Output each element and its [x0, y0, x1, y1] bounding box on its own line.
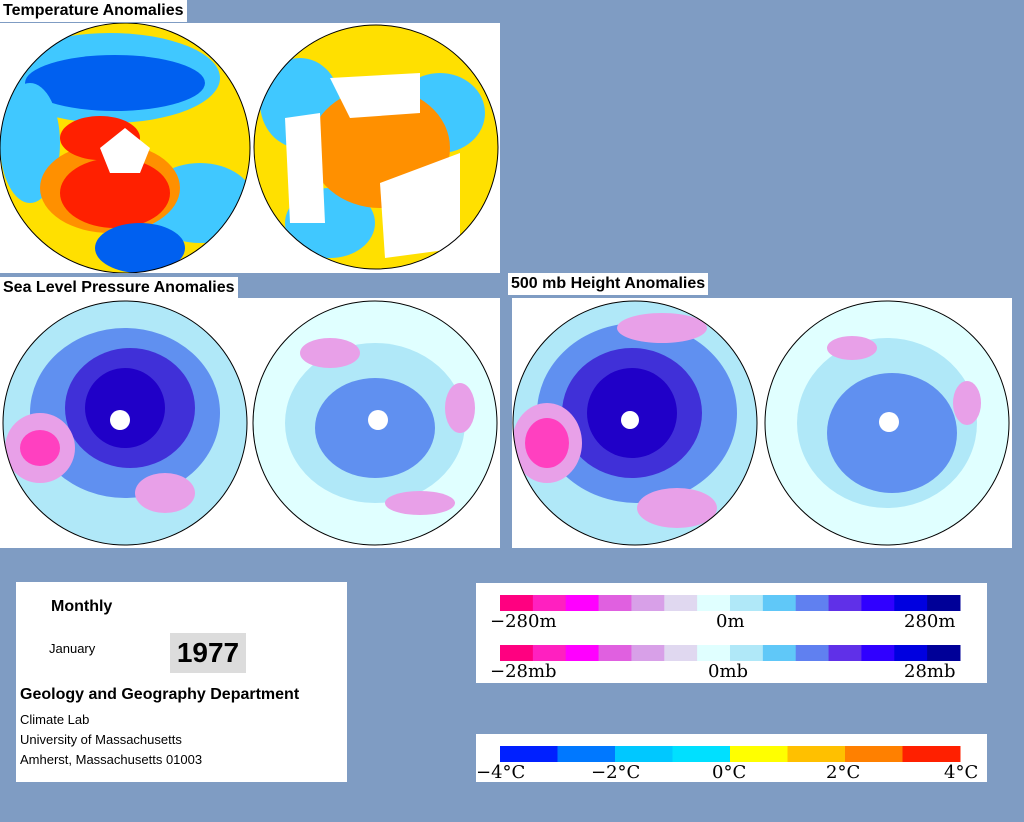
height500-north-hemisphere-map — [513, 301, 757, 545]
pressure-colorbar-swatch-13 — [927, 645, 961, 661]
height500-maps-panel — [512, 298, 1012, 548]
temperature-legend: −4°C −2°C 0°C 2°C 4°C — [476, 734, 987, 783]
temperature-colorbar-swatch-4 — [730, 746, 788, 762]
info-box: Monthly January 1977 Geology and Geograp… — [16, 582, 347, 782]
pressure-colorbar-swatch-8 — [762, 645, 797, 661]
temperature-north-hemisphere-map — [0, 23, 250, 273]
period-type-label: Monthly — [51, 598, 113, 615]
address-line-2: University of Massachusetts — [20, 732, 182, 747]
height-colorbar-swatch-9 — [795, 595, 830, 611]
height-colorbar-swatch-8 — [762, 595, 797, 611]
temp-legend-label-4: 4°C — [944, 762, 978, 782]
slp-north-hemisphere-map — [3, 301, 247, 545]
year-label: 1977 — [170, 633, 246, 673]
height-colorbar-swatch-6 — [697, 595, 731, 611]
height-colorbar-swatch-4 — [631, 595, 665, 611]
height500-south-hemisphere-map — [765, 301, 1009, 545]
pressure-colorbar-swatch-2 — [565, 645, 600, 661]
temperature-colorbar-swatch-5 — [787, 746, 846, 762]
temperature-legend-svg: −4°C −2°C 0°C 2°C 4°C — [476, 746, 978, 783]
temperature-south-hemisphere-map — [254, 25, 498, 269]
slp-maps-svg — [2, 300, 498, 546]
month-label: January — [49, 641, 96, 656]
height-legend-max: 280m — [904, 611, 955, 632]
height-pressure-legend-svg: −280m 0m 280m −28mb 0mb 28mb — [490, 595, 961, 682]
pressure-colorbar-swatch-4 — [631, 645, 665, 661]
temperature-anomalies-title: Temperature Anomalies — [0, 0, 187, 22]
pressure-colorbar-swatch-6 — [697, 645, 731, 661]
height-legend-zero: 0m — [716, 611, 745, 632]
slp-south-hemisphere-map — [253, 301, 497, 545]
pressure-legend-zero: 0mb — [708, 661, 748, 682]
height-colorbar-swatch-7 — [730, 595, 764, 611]
height-colorbar-swatch-0 — [500, 595, 534, 611]
temp-legend-label-3: 2°C — [826, 762, 860, 782]
address-line-1: Climate Lab — [20, 712, 90, 727]
temp-legend-label-1: −2°C — [591, 762, 640, 782]
pressure-legend-max: 28mb — [904, 661, 956, 682]
temperature-colorbar-swatch-6 — [845, 746, 903, 762]
pressure-colorbar-swatch-9 — [795, 645, 830, 661]
height-colorbar — [500, 595, 961, 611]
height-colorbar-swatch-10 — [828, 595, 862, 611]
temp-legend-label-0: −4°C — [476, 762, 525, 782]
slp-anomalies-title: Sea Level Pressure Anomalies — [0, 277, 238, 299]
height-colorbar-swatch-1 — [532, 595, 567, 611]
pressure-colorbar — [500, 645, 961, 661]
pressure-colorbar-swatch-7 — [730, 645, 764, 661]
temperature-colorbar-swatch-3 — [672, 746, 731, 762]
temperature-maps-svg — [0, 23, 499, 273]
height-colorbar-swatch-13 — [927, 595, 961, 611]
address-line-3: Amherst, Massachusetts 01003 — [20, 752, 203, 767]
height-colorbar-swatch-12 — [894, 595, 928, 611]
temperature-colorbar-swatch-2 — [615, 746, 673, 762]
height-legend-min: −280m — [490, 611, 557, 632]
temperature-colorbar-swatch-1 — [557, 746, 616, 762]
pressure-colorbar-swatch-0 — [500, 645, 534, 661]
pressure-colorbar-swatch-1 — [532, 645, 567, 661]
pressure-colorbar-swatch-3 — [598, 645, 632, 661]
pressure-colorbar-swatch-5 — [664, 645, 698, 661]
department-label: Geology and Geography Department — [20, 686, 300, 703]
height-colorbar-swatch-3 — [598, 595, 632, 611]
height-colorbar-swatch-2 — [565, 595, 600, 611]
pressure-colorbar-swatch-10 — [828, 645, 862, 661]
pressure-legend-min: −28mb — [490, 661, 557, 682]
pressure-colorbar-swatch-12 — [894, 645, 928, 661]
temperature-colorbar-swatch-0 — [500, 746, 558, 762]
slp-maps-panel — [0, 298, 500, 548]
height-colorbar-swatch-5 — [664, 595, 698, 611]
temperature-colorbar-swatch-7 — [902, 746, 961, 762]
temperature-colorbar — [500, 746, 961, 762]
height-colorbar-swatch-11 — [861, 595, 895, 611]
pressure-colorbar-swatch-11 — [861, 645, 895, 661]
height500-maps-svg — [512, 300, 1010, 546]
temperature-maps-panel — [0, 23, 500, 273]
height-pressure-legend: −280m 0m 280m −28mb 0mb 28mb — [476, 583, 987, 683]
height500-anomalies-title: 500 mb Height Anomalies — [508, 273, 709, 295]
temp-legend-label-2: 0°C — [712, 762, 746, 782]
